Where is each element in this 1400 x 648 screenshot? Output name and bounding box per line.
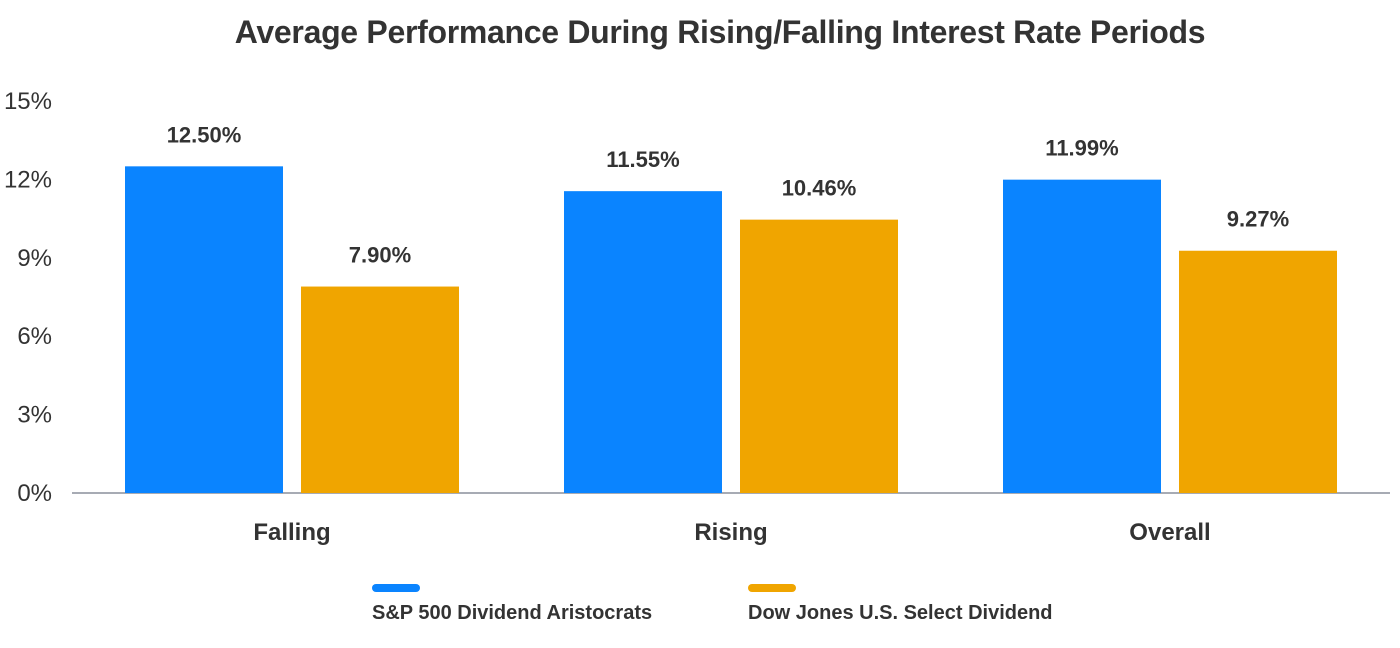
legend-item-select-dividend: Dow Jones U.S. Select Dividend (748, 584, 1053, 625)
y-tick-label: 15% (4, 88, 52, 115)
bar (1179, 250, 1337, 493)
y-tick-label: 0% (17, 480, 52, 507)
legend-label-select-dividend: Dow Jones U.S. Select Dividend (748, 602, 1053, 624)
legend-label-aristocrats: S&P 500 Dividend Aristocrats (372, 602, 653, 624)
bar (301, 286, 459, 493)
bar (1003, 179, 1161, 494)
legend-item-aristocrats: S&P 500 Dividend Aristocrats (372, 584, 652, 625)
data-label: 11.55% (606, 147, 679, 172)
legend-swatch-select-dividend (748, 584, 796, 592)
data-label: 10.46% (782, 176, 857, 201)
x-tick-label: Falling (253, 519, 330, 546)
y-tick-label: 9% (17, 245, 52, 272)
x-tick-label: Rising (694, 519, 767, 546)
y-tick-label: 3% (17, 402, 52, 429)
data-label: 11.99% (1045, 136, 1118, 161)
bar (125, 166, 283, 494)
legend-swatch-aristocrats (372, 584, 420, 592)
chart-title: Average Performance During Rising/Fallin… (234, 14, 1206, 50)
bar (564, 191, 722, 493)
x-tick-label: Overall (1129, 519, 1210, 546)
bar (740, 219, 898, 494)
y-tick-label: 6% (17, 323, 52, 350)
y-tick-label: 12% (4, 166, 52, 193)
data-label: 12.50% (167, 122, 242, 147)
data-label: 9.27% (1227, 207, 1289, 232)
data-label: 7.90% (349, 243, 411, 268)
